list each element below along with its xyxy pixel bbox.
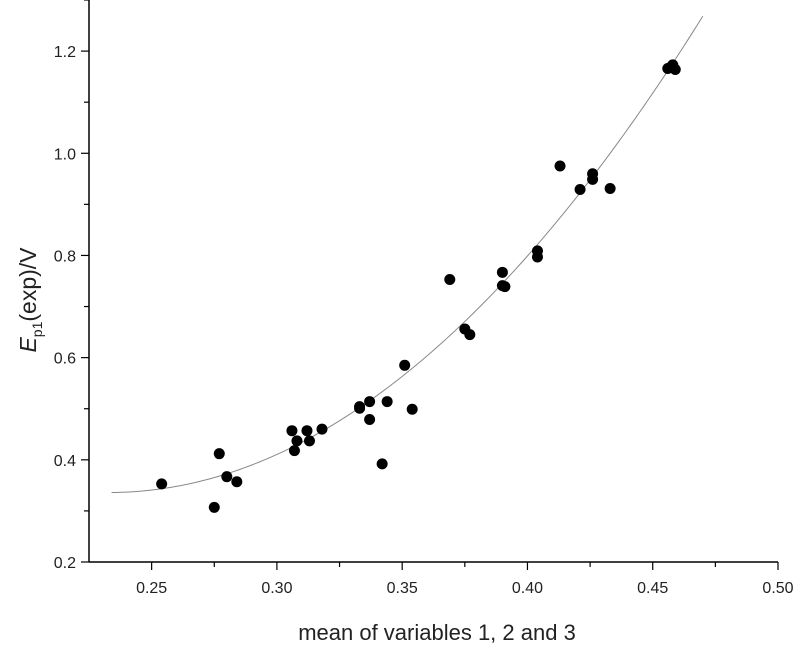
data-point: [208, 501, 220, 513]
x-tick-label: 0.40: [512, 580, 543, 597]
y-axis-label-rest: (exp)/V: [15, 247, 41, 322]
data-point: [213, 448, 225, 460]
data-point: [406, 403, 418, 415]
data-point: [291, 435, 303, 447]
y-tick-label: 0.6: [54, 351, 76, 368]
data-point: [496, 266, 508, 278]
data-point: [587, 173, 599, 185]
data-point: [316, 423, 328, 435]
data-point: [669, 63, 681, 75]
data-point: [303, 435, 315, 447]
data-point: [381, 396, 393, 408]
data-point: [156, 478, 168, 490]
data-point: [399, 359, 411, 371]
y-tick-label: 0.8: [54, 248, 76, 265]
data-point: [231, 476, 243, 488]
x-tick-label: 0.45: [637, 580, 668, 597]
data-point: [531, 251, 543, 263]
y-tick-label: 0.4: [54, 453, 76, 470]
x-tick-label: 0.25: [136, 580, 167, 597]
axes: [88, 0, 778, 563]
data-point: [554, 160, 566, 172]
x-tick-label: 0.30: [261, 580, 292, 597]
y-tick-label: 1.0: [54, 146, 76, 163]
fit-curve-layer: [111, 15, 704, 494]
data-point: [444, 273, 456, 285]
data-point: [354, 401, 366, 413]
x-axis-ticks: 0.25 0.30 0.35 0.40 0.45 0.50: [136, 562, 794, 597]
x-tick-label: 0.50: [762, 580, 793, 597]
y-axis-label: Ep1(exp)/V: [15, 247, 45, 353]
x-axis-label: mean of variables 1, 2 and 3: [298, 620, 576, 645]
data-point: [574, 184, 586, 196]
y-tick-label: 1.2: [54, 44, 76, 61]
y-axis-ticks: 0.2 0.4 0.6 0.8 1.0 1.2: [54, 0, 89, 572]
data-point: [604, 183, 616, 195]
data-point: [288, 445, 300, 457]
data-point: [499, 281, 511, 293]
data-point: [301, 425, 313, 437]
y-axis-label-symbol: E: [15, 337, 41, 353]
data-points: [156, 59, 681, 513]
data-point: [364, 396, 376, 408]
data-point: [221, 471, 233, 483]
data-point: [286, 425, 298, 437]
x-tick-label: 0.35: [387, 580, 418, 597]
y-tick-label: 0.2: [54, 555, 76, 572]
y-axis-label-subscript: p1: [29, 321, 45, 337]
data-point: [364, 413, 376, 425]
data-point: [464, 329, 476, 341]
fit-curve: [111, 15, 704, 494]
data-point: [376, 458, 388, 470]
